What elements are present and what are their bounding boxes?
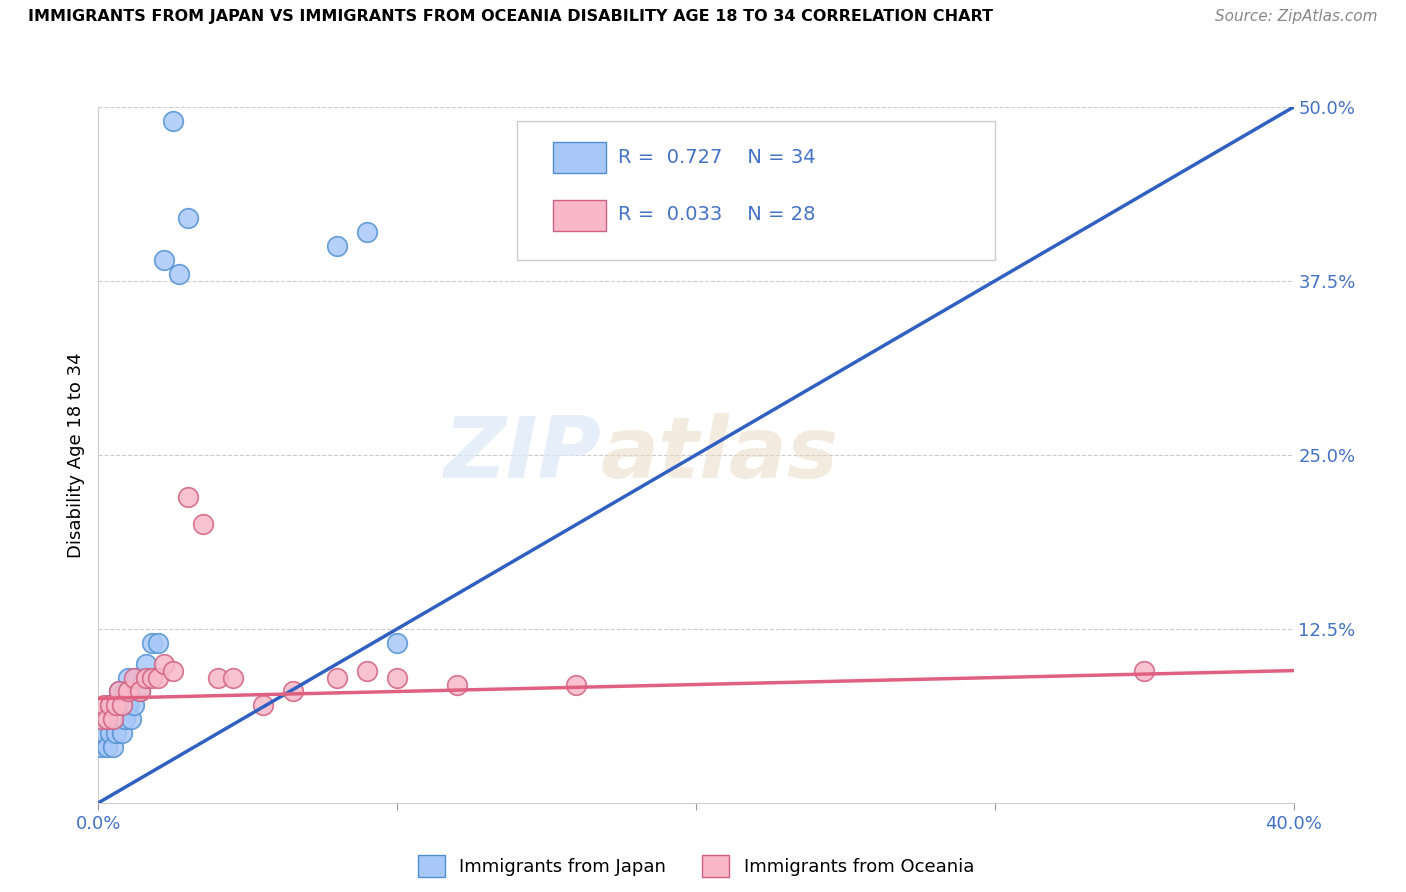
Point — [356, 664, 378, 678]
Point — [177, 211, 200, 226]
Point — [222, 671, 245, 685]
Point — [103, 740, 125, 755]
Text: ZIP: ZIP — [443, 413, 600, 497]
Point — [252, 698, 274, 713]
Point — [117, 698, 139, 713]
Point — [281, 684, 304, 698]
Point — [103, 712, 125, 726]
Point — [111, 698, 134, 713]
Point — [105, 698, 128, 713]
Point — [124, 671, 146, 685]
Point — [1133, 664, 1156, 678]
Point — [141, 636, 163, 650]
FancyBboxPatch shape — [517, 121, 995, 260]
Point — [385, 671, 409, 685]
Point — [105, 726, 128, 740]
Point — [162, 664, 184, 678]
Point — [129, 684, 152, 698]
Point — [90, 712, 112, 726]
Point — [111, 698, 134, 713]
Point — [124, 698, 146, 713]
Point — [356, 225, 378, 239]
Point — [565, 677, 588, 691]
Point — [105, 698, 128, 713]
Point — [120, 712, 142, 726]
Point — [326, 671, 349, 685]
Point — [96, 740, 118, 755]
Point — [326, 239, 349, 253]
Point — [103, 712, 125, 726]
Point — [148, 636, 170, 650]
Point — [108, 684, 131, 698]
Point — [167, 267, 190, 281]
Y-axis label: Disability Age 18 to 34: Disability Age 18 to 34 — [66, 352, 84, 558]
Point — [96, 712, 118, 726]
Point — [385, 636, 409, 650]
Text: IMMIGRANTS FROM JAPAN VS IMMIGRANTS FROM OCEANIA DISABILITY AGE 18 TO 34 CORRELA: IMMIGRANTS FROM JAPAN VS IMMIGRANTS FROM… — [28, 9, 993, 24]
Point — [93, 726, 115, 740]
Point — [96, 712, 118, 726]
Point — [108, 712, 131, 726]
Point — [141, 671, 163, 685]
Point — [100, 698, 122, 713]
Point — [177, 490, 200, 504]
Point — [117, 671, 139, 685]
Text: Source: ZipAtlas.com: Source: ZipAtlas.com — [1215, 9, 1378, 24]
Point — [135, 671, 157, 685]
Point — [120, 684, 142, 698]
Point — [162, 114, 184, 128]
Point — [114, 684, 136, 698]
Text: atlas: atlas — [600, 413, 838, 497]
Point — [90, 740, 112, 755]
Point — [114, 712, 136, 726]
Legend: Immigrants from Japan, Immigrants from Oceania: Immigrants from Japan, Immigrants from O… — [411, 847, 981, 884]
Point — [207, 671, 229, 685]
Text: R =  0.033    N = 28: R = 0.033 N = 28 — [619, 205, 815, 225]
FancyBboxPatch shape — [553, 200, 606, 231]
Point — [127, 671, 149, 685]
FancyBboxPatch shape — [553, 142, 606, 173]
Point — [446, 677, 468, 691]
Point — [153, 657, 176, 671]
Point — [100, 726, 122, 740]
Point — [148, 671, 170, 685]
Point — [100, 698, 122, 713]
Point — [135, 657, 157, 671]
Point — [93, 698, 115, 713]
Point — [132, 671, 155, 685]
Point — [111, 726, 134, 740]
Point — [129, 684, 152, 698]
Point — [191, 517, 214, 532]
Point — [153, 253, 176, 268]
Point — [117, 684, 139, 698]
Point — [108, 684, 131, 698]
Text: R =  0.727    N = 34: R = 0.727 N = 34 — [619, 148, 815, 167]
